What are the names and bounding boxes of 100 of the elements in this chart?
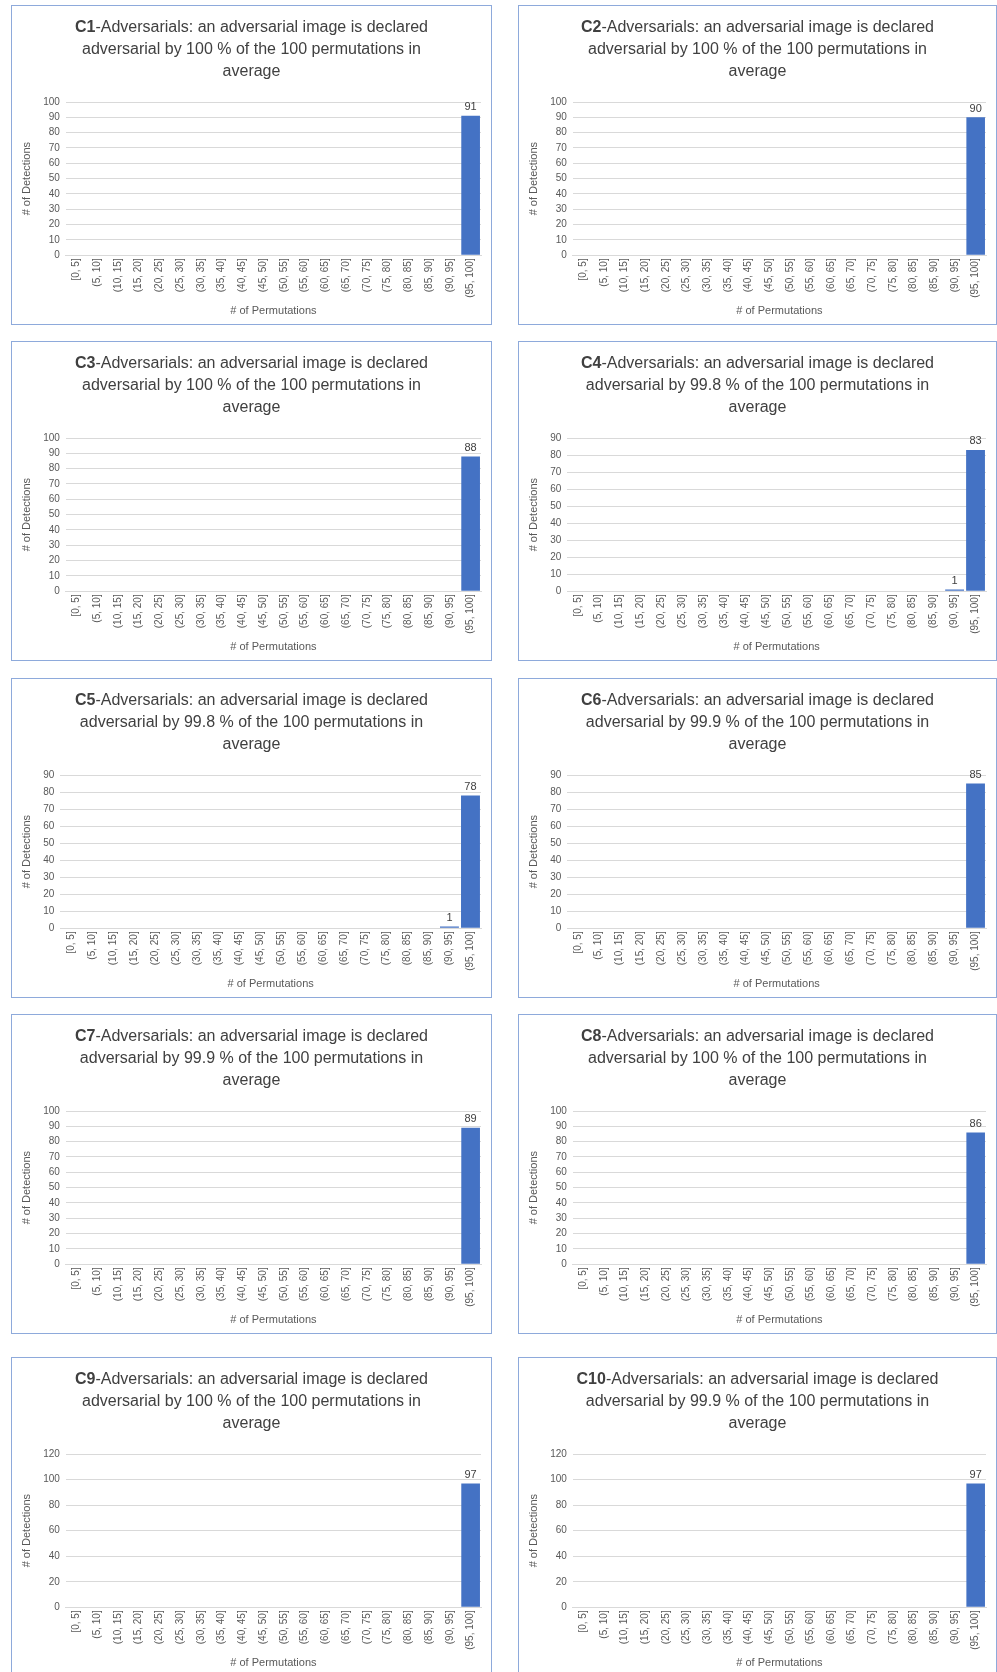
x-tick-label: (10, 15] <box>613 594 625 629</box>
x-tick-label: (95, 100] <box>464 931 476 971</box>
y-tick-label: 0 <box>54 585 61 597</box>
x-tick-label: (55, 60] <box>298 258 310 293</box>
y-tick-label: 0 <box>561 1601 568 1613</box>
data-label: 88 <box>464 440 477 453</box>
y-tick-label: 40 <box>48 187 61 199</box>
x-tick-label: (25, 30] <box>680 258 692 293</box>
x-tick-label: (80, 85] <box>907 1610 919 1645</box>
x-tick-label: (40, 45] <box>739 931 751 966</box>
x-tick-label: (35, 40] <box>211 931 223 966</box>
y-tick-label: 90 <box>48 1120 61 1132</box>
x-tick-label: (40, 45] <box>742 1267 754 1302</box>
data-label: 78 <box>464 779 477 792</box>
x-tick-label: (85, 90] <box>422 931 434 966</box>
y-axis-title: # of Detections <box>19 814 32 889</box>
x-tick-label: (5, 10] <box>592 931 604 960</box>
y-tick-label: 30 <box>555 203 568 215</box>
y-tick-label: 70 <box>48 141 61 153</box>
x-tick-label: (80, 85] <box>402 594 414 629</box>
x-tick-label: (30, 35] <box>194 1610 206 1645</box>
x-tick-label: (55, 60] <box>298 1267 310 1302</box>
x-tick-label: (70, 75] <box>360 594 372 629</box>
x-tick-label: (55, 60] <box>804 1267 816 1302</box>
x-tick-label: (35, 40] <box>721 258 733 293</box>
x-tick-label: (35, 40] <box>721 1267 733 1302</box>
x-tick-label: (80, 85] <box>906 931 918 966</box>
y-tick-label: 10 <box>43 905 55 917</box>
x-tick-label: (70, 75] <box>866 1267 878 1302</box>
y-tick-label: 0 <box>561 1258 568 1270</box>
x-tick-label: (45, 50] <box>759 594 771 629</box>
chart-title: C9-Adversarials: an adversarial image is declared adversarial by 100 % of the 100 permutations in average <box>73 1369 429 1433</box>
y-tick-label: 100 <box>550 1473 568 1485</box>
y-tick-label: 80 <box>555 1498 568 1510</box>
x-tick-label: [0, 5] <box>576 1610 588 1633</box>
x-tick-label: (60, 65] <box>317 931 328 966</box>
x-tick-label: (30, 35] <box>190 931 202 966</box>
x-tick-label: (50, 55] <box>277 1610 289 1645</box>
x-tick-label: (40, 45] <box>236 594 248 629</box>
x-tick-label: (55, 60] <box>804 1610 816 1645</box>
y-tick-label: 20 <box>550 551 562 562</box>
x-tick-label: (10, 15] <box>618 1610 630 1645</box>
y-tick-label: 50 <box>550 836 562 848</box>
chart-title: C5-Adversarials: an adversarial image is declared adversarial by 99.8 % of the 100 permutations in average <box>73 690 429 754</box>
x-tick-label: (95, 100] <box>969 1610 981 1650</box>
x-tick-label: (40, 45] <box>232 931 244 966</box>
y-tick-label: 10 <box>550 905 562 917</box>
y-tick-label: 10 <box>550 568 562 580</box>
x-tick-label: (15, 20] <box>132 594 144 629</box>
y-tick-label: 60 <box>550 819 562 831</box>
x-tick-label: (65, 70] <box>339 1610 351 1645</box>
x-tick-label: (80, 85] <box>907 258 919 293</box>
x-tick-label: (20, 25] <box>655 931 667 966</box>
y-tick-label: 60 <box>555 1166 568 1178</box>
x-axis-title: # of Permutations <box>227 977 315 990</box>
x-tick-label: (75, 80] <box>381 594 393 629</box>
x-tick-label: (70, 75] <box>360 258 372 293</box>
y-tick-label: 0 <box>561 249 568 261</box>
x-tick-label: (15, 20] <box>634 931 646 966</box>
x-tick-label: (60, 65] <box>822 594 834 629</box>
y-tick-label: 30 <box>48 1212 61 1224</box>
x-tick-label: (55, 60] <box>801 594 813 629</box>
x-axis-title: # of Permutations <box>733 640 821 653</box>
x-tick-label: (30, 35] <box>700 258 712 293</box>
x-tick-label: (35, 40] <box>718 931 730 966</box>
y-tick-label: 80 <box>550 448 562 460</box>
x-tick-label: (80, 85] <box>401 931 413 966</box>
x-tick-label: (10, 15] <box>106 931 118 966</box>
y-axis-title: # of Detections <box>526 1150 539 1225</box>
y-tick-label: 40 <box>555 1549 568 1561</box>
y-tick-label: 50 <box>48 172 61 184</box>
y-tick-label: 10 <box>48 569 61 581</box>
x-tick-label: (70, 75] <box>360 1610 372 1645</box>
y-tick-label: 50 <box>48 1181 61 1193</box>
y-tick-label: 40 <box>550 516 562 528</box>
y-tick-label: 40 <box>555 187 568 199</box>
x-tick-label: (10, 15] <box>111 1610 123 1645</box>
x-tick-label: (80, 85] <box>402 1267 414 1302</box>
y-tick-label: 20 <box>555 1575 568 1587</box>
x-tick-label: (90, 95] <box>443 1267 455 1302</box>
y-tick-label: 40 <box>48 1549 61 1561</box>
y-tick-label: 0 <box>54 1258 61 1270</box>
x-tick-label: (65, 70] <box>845 1267 857 1302</box>
x-tick-label: (5, 10] <box>90 1267 102 1296</box>
x-tick-label: (45, 50] <box>762 1610 774 1645</box>
y-tick-label: 60 <box>555 1524 568 1536</box>
chart-title: C6-Adversarials: an adversarial image is declared adversarial by 99.9 % of the 100 permutations in average <box>579 690 935 754</box>
x-tick-label: (90, 95] <box>443 1610 455 1645</box>
x-tick-label: (70, 75] <box>866 258 878 293</box>
chart-title: C1-Adversarials: an adversarial image is declared adversarial by 100 % of the 100 permutations in average <box>73 17 429 81</box>
x-tick-label: [0, 5] <box>64 931 76 954</box>
x-tick-label: (80, 85] <box>906 594 918 629</box>
x-tick-label: (75, 80] <box>886 1610 898 1645</box>
y-axis-title: # of Detections <box>19 1150 32 1225</box>
y-tick-label: 70 <box>550 802 562 814</box>
y-tick-label: 40 <box>48 523 61 535</box>
x-tick-label: (70, 75] <box>359 931 371 966</box>
x-tick-label: (35, 40] <box>215 258 227 293</box>
x-tick-label: [0, 5] <box>576 258 588 281</box>
x-tick-label: (85, 90] <box>422 594 434 629</box>
